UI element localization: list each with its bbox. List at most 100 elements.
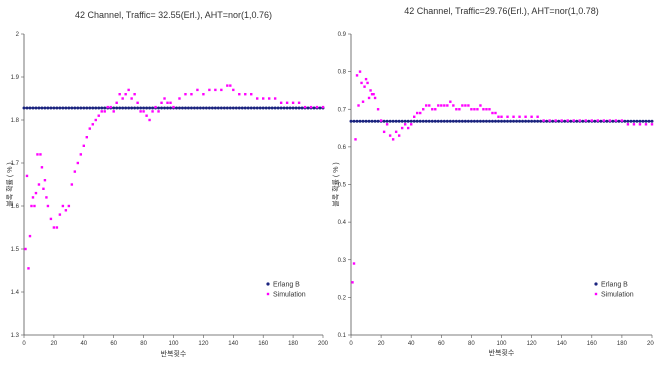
simulation-point [370,93,374,96]
simulation-point [388,134,392,137]
erlang-b-point [463,119,467,123]
simulation-point [355,74,359,77]
simulation-point [512,115,515,118]
erlang-b-point [412,119,416,123]
erlang-b-point [536,119,540,123]
simulation-point [208,88,211,92]
simulation-point [256,97,259,100]
simulation-point [124,93,127,96]
erlang-b-point [466,119,470,123]
simulation-point [644,123,648,126]
erlang-b-point [451,119,455,123]
y-tick-label: 1.4 [11,290,20,296]
x-tick-label: 140 [228,341,239,347]
erlang-b-point [37,106,41,110]
erlang-b-point [186,106,190,110]
y-tick-label: 0.1 [338,333,347,339]
erlang-b-point [318,106,322,110]
erlang-b-point [136,106,140,110]
erlang-b-point [145,106,149,110]
simulation-point [372,93,375,96]
simulation-point [70,183,74,186]
erlang-b-point [40,106,44,110]
simulation-point [369,89,372,92]
simulation-point [572,119,575,122]
simulation-point [578,119,581,122]
simulation-point [422,108,425,111]
y-tick-label: 1.7 [11,161,20,167]
simulation-point [136,101,139,104]
simulation-point [24,247,27,251]
erlang-b-point [629,119,633,123]
erlang-b-point [632,119,636,123]
erlang-b-point [415,119,419,123]
erlang-b-point [388,119,392,123]
erlang-b-point [557,119,561,123]
erlang-b-point [43,106,47,110]
simulation-point [82,144,85,147]
simulation-point [357,104,360,107]
y-tick-label: 1.8 [11,118,20,124]
erlang-b-point [133,106,137,110]
simulation-point [494,111,497,115]
erlang-b-point [255,106,259,110]
simulation-point [30,204,33,208]
y-tick-label: 1.5 [11,247,20,253]
erlang-b-point [397,119,401,123]
simulation-point [303,105,307,109]
simulation-point [626,123,630,126]
x-tick-label: 200 [647,341,654,347]
x-tick-label: 120 [527,341,538,347]
erlang-b-point [231,106,235,110]
simulation-point [214,88,217,92]
legend-erlang-marker [266,282,270,286]
simulation-point [315,105,319,109]
simulation-point [28,234,32,238]
erlang-b-point [163,106,167,110]
x-tick-label: 20 [378,341,385,347]
erlang-b-point [276,106,280,110]
simulation-point [37,183,41,186]
simulation-point [112,110,115,113]
simulation-point [608,119,612,122]
simulation-point [354,138,357,141]
erlang-b-point [148,106,152,110]
y-tick-label: 0.3 [338,258,347,264]
simulation-point [196,88,199,92]
erlang-b-point [512,119,516,123]
simulation-point [31,196,35,199]
simulation-point [40,166,44,169]
simulation-point [229,84,232,87]
y-axis-label: 블록 확률 ( % ) [331,162,340,206]
x-tick-label: 0 [22,341,26,347]
erlang-b-point [82,106,86,110]
erlang-b-point [94,106,98,110]
erlang-b-point [237,106,241,110]
erlang-b-point [160,106,164,110]
simulation-point [449,100,452,103]
simulation-point [638,123,642,126]
erlang-b-point [421,119,425,123]
erlang-b-point [475,119,479,123]
erlang-b-point [361,119,365,123]
simulation-point [46,204,50,208]
simulation-point [536,115,539,118]
erlang-b-point [285,106,289,110]
erlang-b-point [503,119,507,123]
simulation-point [91,123,94,126]
erlang-b-point [216,106,220,110]
simulation-point [367,96,371,100]
legend: Erlang B Simulation [266,282,306,299]
erlang-b-point [297,106,301,110]
erlang-b-point [261,106,265,110]
x-tick-label: 0 [349,341,353,347]
erlang-b-point [490,119,494,123]
erlang-b-series [349,119,654,123]
simulation-point [42,187,45,190]
erlang-b-point [400,119,404,123]
erlang-b-point [46,106,50,110]
erlang-b-point [539,119,543,123]
simulation-point [379,119,383,122]
simulation-point [145,114,148,117]
x-tick-label: 40 [80,341,87,347]
